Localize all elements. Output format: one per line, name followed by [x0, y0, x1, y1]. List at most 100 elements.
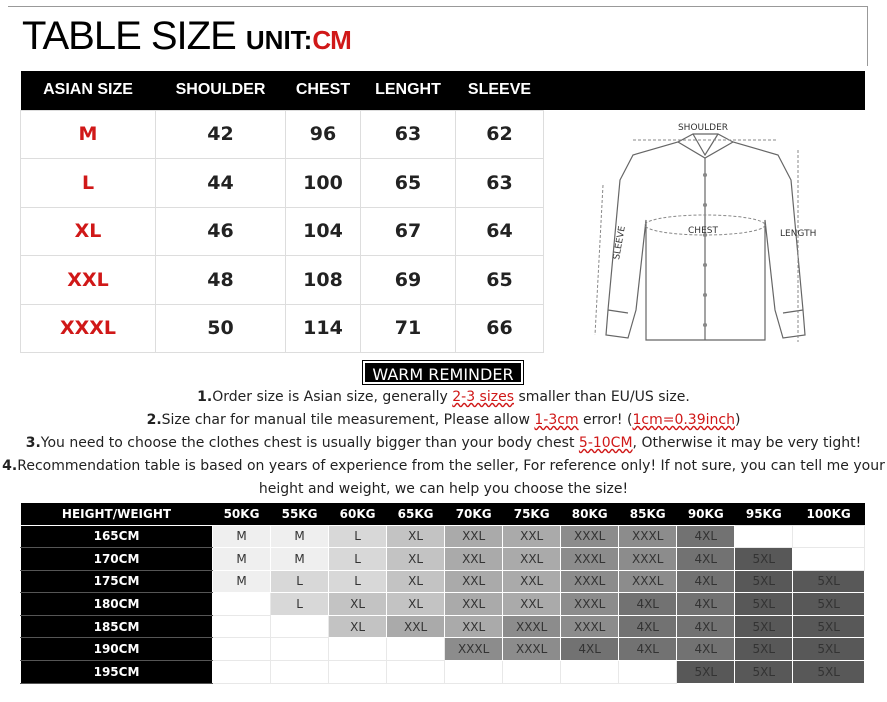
size-value: 66 [455, 303, 544, 353]
weight-header: 90KG [676, 503, 735, 525]
size-cell: 5XL [734, 637, 794, 662]
size-cell: XL [386, 547, 446, 571]
reminder-text: ) [734, 412, 741, 428]
reminder-line: 2.Size char for manual tile measurement,… [0, 412, 887, 428]
size-cell: M [211, 547, 272, 571]
reminder-text: 3. [25, 435, 41, 451]
reminder-text: , Otherwise it may be very tight! [632, 435, 862, 451]
size-cell [211, 614, 272, 639]
reminder-text: 4. [2, 458, 18, 474]
size-cell: 5XL [734, 614, 794, 639]
size-cell [734, 524, 794, 549]
size-cell: XXXL [502, 614, 562, 639]
table-row: 175CM M L L XL XXL XXL XXXL XXXL 4XL 5XL 5XL [20, 569, 865, 594]
title-text: TABLE SIZE [22, 14, 237, 58]
unit-label: UNIT: [245, 25, 313, 55]
size-cell: XXL [502, 547, 562, 571]
size-cell: 5XL [734, 569, 794, 594]
size-cell [270, 660, 330, 684]
table-row: XXXL 50 114 71 66 [20, 303, 544, 353]
weight-header: 65KG [386, 503, 445, 525]
size-header: SLEEVE [455, 71, 544, 110]
size-cell: XXXL [618, 547, 678, 571]
size-cell: XXL [444, 569, 504, 594]
size-table: ASIAN SIZE SHOULDER CHEST LENGHT SLEEVE M 42 96… [20, 71, 544, 353]
size-cell: 5XL [792, 592, 865, 616]
reminder-line: 4.Recommendation table is based on years… [0, 458, 887, 474]
size-cell: XXL [444, 614, 504, 639]
size-value: 62 [455, 109, 544, 159]
size-cell: XXXL [560, 569, 620, 594]
size-cell: 4XL [676, 614, 736, 639]
size-cell: XXXL [618, 524, 678, 549]
size-cell: 5XL [792, 660, 865, 684]
size-value: 42 [155, 109, 286, 159]
size-value: 46 [155, 206, 286, 256]
reminder-text: error! ( [578, 412, 633, 428]
height-weight-header: HEIGHT/WEIGHT [20, 503, 213, 525]
size-cell: 5XL [792, 614, 865, 639]
table-row: M 42 96 63 62 [20, 109, 544, 159]
reminder-text: height and weight, we can help you choos… [258, 481, 629, 497]
size-header: LENGHT [360, 71, 456, 110]
size-cell [792, 547, 865, 571]
reminder-line: 3.You need to choose the clothes chest i… [0, 435, 887, 451]
weight-header: 70KG [444, 503, 503, 525]
size-header: CHEST [285, 71, 361, 110]
reminder-text: 1-3cm [534, 412, 579, 428]
size-cell: XXXL [444, 637, 504, 662]
reminder-text: 2-3 sizes [452, 389, 514, 405]
height-label: 175CM [20, 569, 213, 594]
size-cell: XXL [502, 569, 562, 594]
reminder-line: height and weight, we can help you choos… [0, 481, 887, 497]
size-cell: L [328, 524, 388, 549]
size-cell: L [328, 569, 388, 594]
weight-header: 100KG [792, 503, 865, 525]
reminder-text: Recommendation table is based on years o… [17, 458, 885, 474]
length-label: LENGTH [780, 229, 816, 239]
table-row: XL 46 104 67 64 [20, 206, 544, 256]
size-value: 44 [155, 158, 286, 208]
size-cell: 5XL [676, 660, 736, 684]
size-cell: XL [328, 592, 388, 616]
size-cell: M [270, 524, 330, 549]
size-cell: 4XL [618, 637, 678, 662]
table-row: 190CM XXXL XXXL 4XL 4XL 4XL 5XL 5XL [20, 637, 865, 662]
size-cell: L [270, 569, 330, 594]
size-cell: 4XL [618, 614, 678, 639]
size-cell: 4XL [676, 569, 736, 594]
size-cell: XXXL [618, 569, 678, 594]
size-cell: XL [386, 569, 446, 594]
size-cell [328, 637, 388, 662]
size-cell: 5XL [734, 660, 794, 684]
size-cell [502, 660, 562, 684]
size-cell: 4XL [676, 547, 736, 571]
table-row: 170CM M M L XL XXL XXL XXXL XXXL 4XL 5XL [20, 547, 865, 571]
table-row: 180CM L XL XL XXL XXL XXXL 4XL 4XL 5XL 5XL [20, 592, 865, 616]
height-label: 165CM [20, 524, 213, 549]
size-cell: 5XL [734, 592, 794, 616]
chest-label: CHEST [688, 226, 718, 236]
reminder-text: 5-10CM [578, 435, 633, 451]
size-cell [618, 660, 678, 684]
reminder-line: 1.Order size is Asian size, generally 2-… [0, 389, 887, 405]
size-cell: M [270, 547, 330, 571]
size-cell: M [211, 569, 272, 594]
size-cell [211, 637, 272, 662]
size-cell [211, 592, 272, 616]
size-cell [444, 660, 504, 684]
size-cell: XL [386, 524, 446, 549]
size-cell: XXL [502, 524, 562, 549]
reminder-text: You need to choose the clothes chest is … [40, 435, 579, 451]
size-cell: 4XL [618, 592, 678, 616]
size-value: 65 [360, 158, 456, 208]
size-cell: M [211, 524, 272, 549]
size-value: 114 [285, 303, 361, 353]
shoulder-label: SHOULDER [678, 123, 728, 133]
reminder-text: Order size is Asian size, generally [212, 389, 453, 405]
weight-header: 85KG [618, 503, 677, 525]
size-header: SHOULDER [155, 71, 286, 110]
size-cell [270, 614, 330, 639]
size-cell: XXL [386, 614, 446, 639]
size-label: XL [20, 206, 156, 256]
